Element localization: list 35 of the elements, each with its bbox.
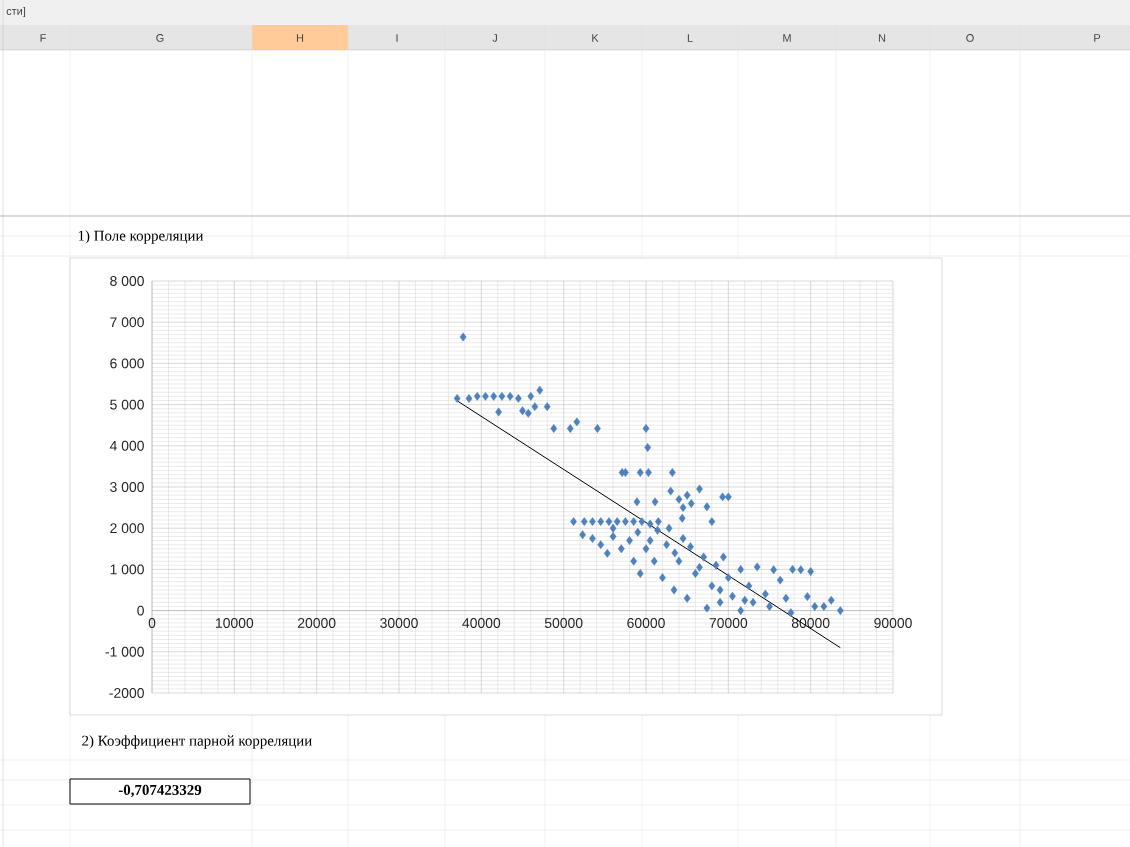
y-tick-label: -2000 — [109, 688, 144, 698]
text: 2) Коэффициент парной корреляции — [82, 735, 312, 749]
x-tick-label: 20000 — [297, 618, 336, 628]
text: сти] — [6, 6, 26, 18]
x-tick-label: 30000 — [380, 618, 418, 628]
y-tick-label: -1 000 — [105, 646, 144, 657]
y-tick-label: 8 000 — [110, 276, 144, 286]
y-tick-label: 6 000 — [110, 358, 144, 369]
text: G — [156, 34, 164, 42]
x-tick-label: 60000 — [627, 618, 665, 628]
text: P — [1094, 34, 1101, 42]
y-tick-label: 1 000 — [110, 564, 144, 575]
text: O — [966, 34, 974, 42]
x-tick-label: 90000 — [874, 618, 912, 628]
x-tick-label: 0 — [148, 618, 156, 628]
x-tick-label: 10000 — [216, 618, 254, 628]
text: H — [296, 34, 304, 42]
x-tick-label: 40000 — [462, 618, 501, 628]
chart-title: 1) Поле корреляции — [78, 230, 204, 244]
text: L — [687, 34, 693, 42]
text: K — [592, 34, 599, 42]
text: -0,707423329 — [118, 784, 202, 798]
y-tick-label: 7 000 — [110, 317, 144, 328]
y-tick-label: 2 000 — [110, 523, 144, 534]
y-tick-label: 3 000 — [110, 482, 144, 492]
text: I — [396, 34, 398, 42]
text: F — [40, 34, 46, 42]
x-tick-label: 70000 — [709, 618, 748, 628]
y-tick-label: 4 000 — [109, 440, 144, 451]
text: M — [783, 34, 791, 42]
y-tick-label: 5 000 — [110, 399, 144, 410]
x-tick-label: 50000 — [544, 618, 583, 628]
text: N — [878, 34, 886, 42]
text: J — [492, 34, 497, 42]
y-tick-label: 0 — [137, 605, 144, 616]
